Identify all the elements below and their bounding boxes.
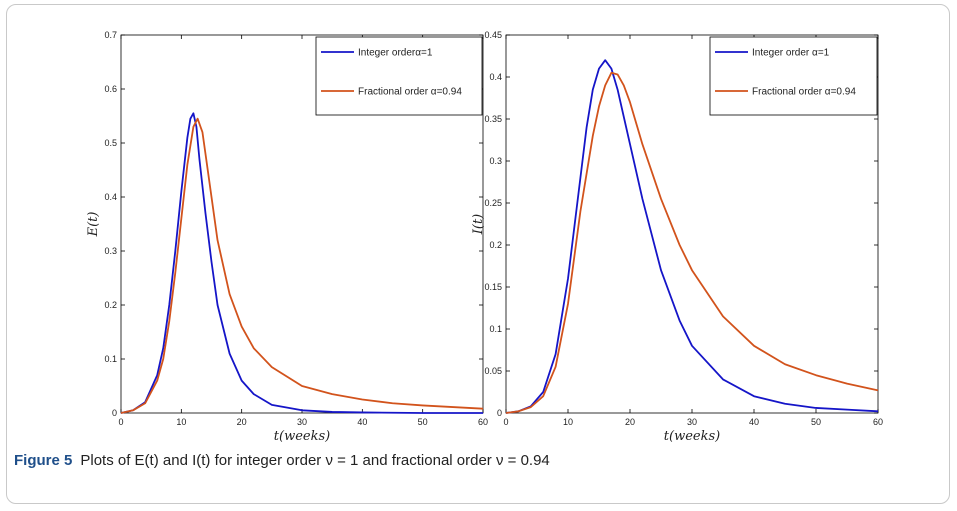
legend-E: Integer orderα=1 Fractional order α=0.94 [315, 36, 483, 116]
x-tick-label: 30 [687, 417, 697, 427]
series-line-integer [120, 112, 483, 414]
y-tick-label: 0.1 [489, 324, 502, 334]
y-tick-label: 0.4 [104, 192, 117, 202]
x-tick-label: 10 [563, 417, 573, 427]
y-tick-label: 0 [497, 408, 502, 418]
figure-caption: Figure 5 Plots of E(t) and I(t) for integ… [14, 452, 550, 469]
y-tick-label: 0.2 [489, 240, 502, 250]
x-tick-label: 0 [118, 417, 123, 427]
y-tick-label: 0.5 [104, 138, 117, 148]
series-line-fractional [505, 71, 879, 414]
chart-E-plot: 0 10 20 30 40 50 60 0 0.1 0.2 0.3 0.4 0.5 0.6 0.7 t(wee… [86, 30, 488, 444]
legend-label: Integer order α=1 [752, 48, 830, 59]
y-tick-label: 0.7 [104, 30, 117, 40]
x-tick-label: 0 [503, 417, 508, 427]
caption-text: Plots of E(t) and I(t) for integer order… [80, 452, 550, 469]
x-tick-label: 40 [357, 417, 367, 427]
y-tick-label: 0.3 [104, 246, 117, 256]
y-tick-label: 0.15 [484, 282, 502, 292]
legend-box [709, 36, 878, 116]
figure-label: Figure 5 [14, 452, 73, 469]
y-axis-label: E(t) [86, 212, 101, 238]
y-tick-label: 0.05 [484, 366, 502, 376]
y-tick-label: 0.2 [104, 300, 117, 310]
x-tick-label: 60 [873, 417, 883, 427]
x-tick-label: 20 [625, 417, 635, 427]
y-tick-label: 0.45 [484, 30, 502, 40]
x-tick-label: 10 [176, 417, 186, 427]
x-axis-label: t(weeks) [664, 429, 720, 444]
x-tick-label: 20 [237, 417, 247, 427]
legend-I: Integer order α=1 Fractional order α=0.94 [709, 36, 878, 116]
legend-box [315, 36, 483, 116]
x-tick-label: 40 [749, 417, 759, 427]
legend-label: Fractional order α=0.94 [358, 87, 462, 98]
y-tick-label: 0.6 [104, 84, 117, 94]
x-axis-label: t(weeks) [274, 429, 330, 444]
x-tick-label: 50 [418, 417, 428, 427]
y-tick-label: 0.1 [104, 354, 117, 364]
y-axis-label: I(t) [471, 214, 486, 236]
x-tick-label: 60 [478, 417, 488, 427]
series-line-integer [505, 59, 879, 414]
y-tick-label: 0.25 [484, 198, 502, 208]
y-tick-label: 0.4 [489, 72, 502, 82]
y-tick-label: 0.35 [484, 114, 502, 124]
y-tick-label: 0 [112, 408, 117, 418]
y-tick-label: 0.3 [489, 156, 502, 166]
chart-I-plot: 0 10 20 30 40 50 60 0 0.05 0.1 0.15 0.2 0.25 0.3 0.35 0… [471, 30, 883, 444]
x-tick-label: 30 [297, 417, 307, 427]
series-line-fractional [120, 117, 484, 414]
legend-label: Integer orderα=1 [358, 48, 433, 59]
legend-label: Fractional order α=0.94 [752, 87, 856, 98]
x-tick-label: 50 [811, 417, 821, 427]
